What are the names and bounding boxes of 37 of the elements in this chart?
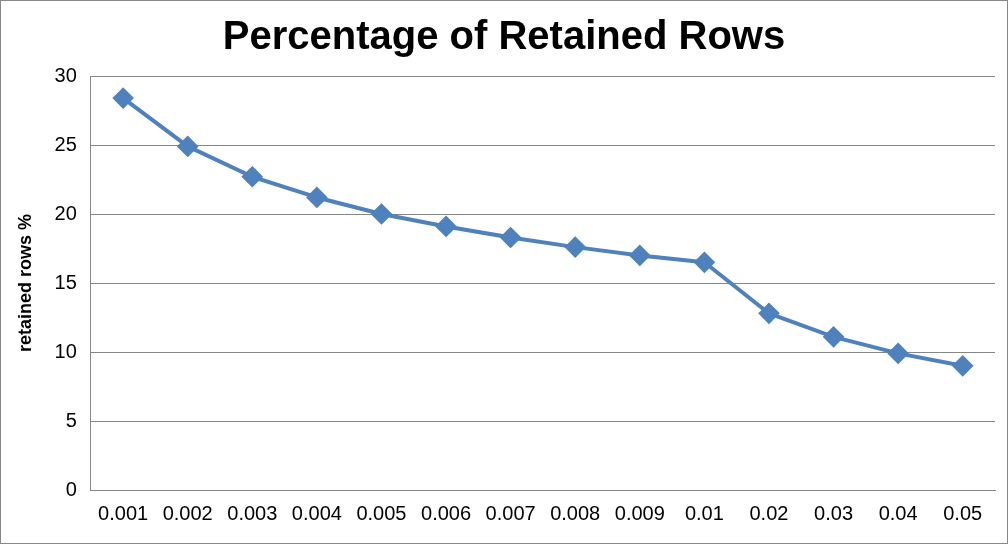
x-tick-label: 0.009 — [614, 501, 665, 524]
x-tick-label: 0.003 — [227, 501, 278, 524]
point — [371, 204, 392, 224]
x-tick-label: 0.04 — [878, 501, 918, 524]
point — [565, 237, 586, 258]
x-tick-label: 0.007 — [485, 501, 536, 524]
point — [436, 216, 457, 237]
x-tick-label: 0.002 — [162, 501, 213, 524]
x-tick-label: 0.006 — [421, 501, 472, 524]
x-tick-label: 0.001 — [98, 501, 149, 524]
point — [242, 166, 263, 187]
x-tick-label: 0.02 — [749, 501, 789, 524]
y-tick-label: 5 — [65, 408, 77, 431]
x-tick-label: 0.01 — [684, 501, 724, 524]
point — [758, 303, 779, 324]
x-tick-label: 0.004 — [291, 501, 342, 524]
y-tick-label: 10 — [54, 339, 77, 362]
point — [823, 326, 844, 347]
point — [500, 227, 521, 248]
y-tick-label: 0 — [65, 477, 77, 500]
point — [113, 88, 134, 109]
x-tick-label: 0.03 — [814, 501, 854, 524]
point — [177, 136, 198, 157]
point — [306, 187, 327, 208]
x-tick-label: 0.008 — [550, 501, 601, 524]
y-tick-label: 15 — [54, 270, 77, 293]
x-tick-label: 0.005 — [356, 501, 407, 524]
point — [888, 343, 909, 364]
chart-title: Percentage of Retained Rows — [222, 13, 786, 58]
y-tick-label: 25 — [54, 132, 77, 155]
x-tick-label: 0.05 — [943, 501, 983, 524]
y-tick-label: 20 — [54, 201, 77, 224]
y-axis-title: retained rows % — [14, 213, 35, 353]
point — [694, 252, 715, 273]
point — [952, 355, 973, 376]
point — [629, 245, 650, 266]
y-tick-label: 30 — [54, 63, 77, 86]
